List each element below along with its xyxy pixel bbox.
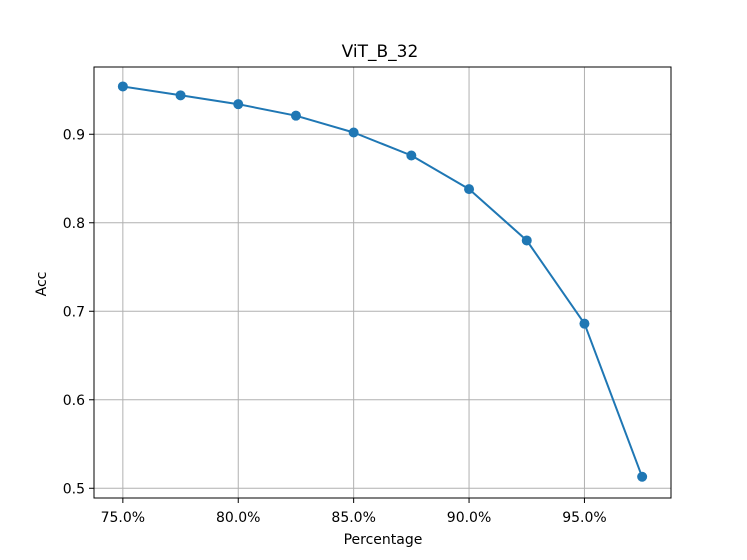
chart-title: ViT_B_32: [342, 42, 419, 62]
y-tick-label: 0.7: [63, 304, 85, 320]
x-tick-label: 95.0%: [562, 510, 606, 526]
y-tick-label: 0.8: [63, 216, 85, 232]
data-point: [579, 318, 590, 329]
x-tick-label: 80.0%: [216, 510, 260, 526]
x-axis-label: Percentage: [344, 532, 423, 548]
grid-lines: [94, 67, 671, 498]
y-tick-label: 0.9: [63, 127, 85, 143]
data-point: [233, 99, 244, 110]
y-tick-label: 0.6: [63, 393, 85, 409]
data-point: [406, 150, 417, 161]
series-line: [122, 85, 644, 478]
x-tick-label: 75.0%: [101, 510, 145, 526]
data-point: [290, 110, 301, 121]
series-layer: [117, 81, 648, 482]
data-point: [637, 471, 648, 482]
data-point: [117, 81, 128, 92]
data-point: [464, 184, 475, 195]
y-axis-label: Acc: [34, 272, 50, 297]
data-point: [175, 90, 186, 101]
axis-ticks: 75.0% 80.0% 85.0% 90.0% 95.0% 0.5 0.6 0.7 0.8 0.9: [63, 127, 607, 526]
data-point: [521, 235, 532, 246]
data-point: [348, 127, 359, 138]
plot-area-frame: [93, 66, 672, 499]
x-tick-label: 90.0%: [447, 510, 491, 526]
x-tick-label: 85.0%: [331, 510, 375, 526]
y-tick-label: 0.5: [63, 481, 85, 497]
